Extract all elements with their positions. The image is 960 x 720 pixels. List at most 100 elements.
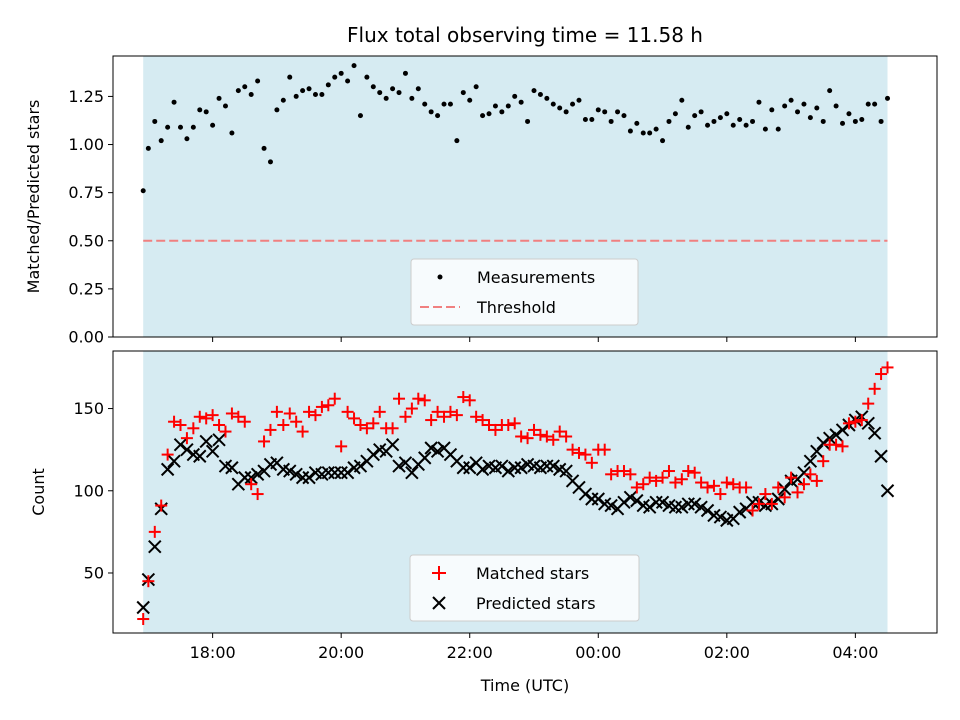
legend-predicted-marker — [432, 596, 446, 610]
measurement-point — [248, 91, 254, 97]
top-panel: 0.00 0.25 0.50 0.75 1.00 1.25 Flux total obse… — [24, 23, 938, 347]
matched-star-point — [547, 433, 560, 446]
matched-star-point — [386, 422, 399, 435]
measurement-point — [557, 105, 563, 111]
matched-star-point — [303, 405, 316, 418]
measurement-point — [377, 90, 383, 96]
measurement-point — [621, 113, 627, 119]
measurement-point — [724, 111, 730, 117]
measurement-point — [165, 124, 171, 130]
matched-star-point — [785, 471, 798, 484]
measurement-point — [518, 99, 524, 105]
y-tick-label: 0.25 — [68, 279, 104, 298]
measurement-point — [615, 109, 621, 115]
predicted-star-point — [681, 497, 695, 511]
matched-star-point — [431, 405, 444, 418]
predicted-star-point — [694, 500, 708, 514]
matched-star-point — [463, 394, 476, 407]
predicted-star-point — [302, 470, 316, 485]
matched-star-point — [714, 488, 727, 501]
predicted-stars-points — [136, 410, 895, 615]
matched-star-point — [855, 414, 868, 427]
predicted-star-point — [617, 495, 631, 509]
measurement-point — [300, 88, 306, 94]
matched-star-point — [137, 613, 150, 626]
matched-star-point — [360, 422, 373, 435]
measurement-point — [550, 101, 556, 107]
matched-star-point — [579, 448, 592, 461]
matched-star-point — [746, 504, 759, 517]
measurement-point — [357, 113, 363, 119]
measurement-point — [666, 118, 672, 124]
matched-star-point — [148, 525, 161, 538]
bottom-y-axis-ticks: 50 100 150 — [73, 399, 113, 582]
measurement-point — [750, 118, 756, 124]
predicted-star-point — [668, 500, 683, 514]
measurement-point — [177, 124, 183, 130]
measurement-point — [158, 138, 164, 144]
matched-star-point — [213, 418, 226, 431]
matched-star-point — [470, 410, 483, 423]
measurement-point — [570, 101, 576, 107]
measurement-point — [795, 109, 801, 115]
matched-star-point — [605, 468, 618, 481]
measurement-point — [435, 113, 441, 119]
matched-star-point — [572, 446, 585, 459]
measurement-point — [203, 109, 209, 115]
legend-measurements-label: Measurements — [477, 268, 595, 287]
measurement-point — [775, 126, 781, 132]
predicted-star-point — [173, 438, 188, 452]
predicted-star-point — [148, 539, 162, 554]
measurement-point — [872, 101, 878, 107]
matched-star-point — [142, 575, 155, 588]
measurement-point — [788, 97, 794, 103]
matched-star-point — [875, 368, 888, 381]
measurement-point — [428, 109, 434, 115]
measurement-point — [422, 101, 428, 107]
matched-star-point — [508, 417, 521, 430]
measurement-point — [602, 109, 608, 115]
measurement-point — [505, 103, 511, 109]
predicted-star-point — [180, 442, 194, 457]
matched-star-point — [277, 418, 290, 431]
matched-star-point — [502, 418, 515, 431]
matched-star-point — [830, 438, 843, 451]
matched-star-point — [527, 423, 540, 436]
matched-star-point — [200, 412, 213, 425]
y-tick-label: 0.50 — [68, 231, 104, 250]
matched-star-point — [309, 409, 322, 422]
matched-star-point — [637, 478, 650, 491]
predicted-star-point — [328, 465, 342, 480]
matched-star-point — [701, 481, 714, 494]
measurement-point — [370, 84, 376, 90]
matched-star-point — [457, 391, 470, 404]
measurement-point — [190, 124, 196, 130]
measurement-point — [383, 95, 389, 101]
matched-star-point — [418, 394, 431, 407]
measurement-point — [807, 115, 813, 121]
predicted-star-point — [136, 600, 150, 615]
matched-star-point — [727, 478, 740, 491]
predicted-star-point — [803, 454, 818, 468]
measurement-point — [242, 84, 248, 90]
measurement-point — [865, 101, 871, 107]
measurement-point — [409, 95, 415, 101]
measurement-point — [878, 118, 884, 124]
chart-title: Flux total observing time = 11.58 h — [347, 23, 703, 47]
matched-star-point — [296, 425, 309, 438]
predicted-star-point — [822, 431, 837, 445]
matched-star-point — [168, 415, 181, 428]
x-axis-label: Time (UTC) — [480, 676, 569, 695]
predicted-star-point — [604, 498, 618, 513]
matched-star-point — [341, 405, 354, 418]
measurement-point — [743, 122, 749, 128]
measurement-point — [827, 88, 833, 94]
matched-star-point — [624, 468, 637, 481]
predicted-star-point — [167, 454, 181, 468]
matched-star-point — [881, 361, 894, 374]
predicted-star-point — [418, 451, 432, 465]
predicted-star-point — [829, 428, 843, 442]
measurement-point — [255, 78, 261, 84]
measurement-point — [640, 130, 646, 136]
matched-star-point — [373, 405, 386, 418]
